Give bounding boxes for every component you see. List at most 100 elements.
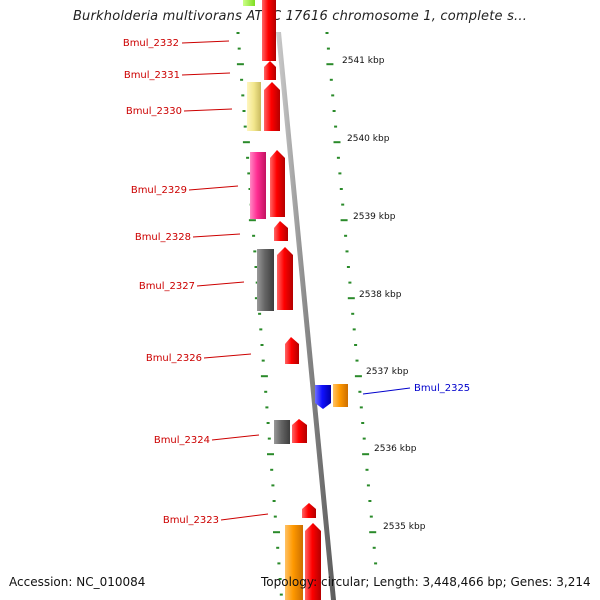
gene-feature-red xyxy=(277,247,293,310)
scale-label: 2535 kbp xyxy=(383,522,426,532)
scale-tick xyxy=(340,219,348,222)
scale-tick xyxy=(259,328,263,331)
scale-label: 2539 kbp xyxy=(353,212,396,222)
scale-tick xyxy=(258,312,262,315)
scale-tick xyxy=(346,266,350,268)
leader-line xyxy=(211,434,260,441)
leader-line xyxy=(181,40,230,44)
scale-tick xyxy=(252,234,256,237)
scale-tick xyxy=(261,359,265,362)
scale-tick xyxy=(368,500,372,502)
scale-tick xyxy=(278,578,282,580)
leader-line xyxy=(192,233,241,238)
scale-tick xyxy=(273,515,277,518)
scale-label: 2537 kbp xyxy=(366,367,409,377)
gene-label: Bmul_2327 xyxy=(139,281,195,292)
gene-feature-red xyxy=(302,503,316,518)
gene-feature-red xyxy=(264,82,280,131)
gene-label: Bmul_2329 xyxy=(131,185,187,196)
scale-tick xyxy=(276,546,280,549)
scale-tick xyxy=(277,562,281,565)
scale-tick xyxy=(325,32,329,34)
scale-tick xyxy=(253,250,257,253)
scale-tick xyxy=(264,390,268,393)
gene-feature-red xyxy=(262,0,276,61)
gene-feature-red xyxy=(305,523,321,600)
gene-label: Bmul_2323 xyxy=(163,515,219,526)
scale-tick xyxy=(345,250,349,253)
scale-tick xyxy=(266,422,270,424)
gene-label: Bmul_2326 xyxy=(146,353,202,364)
gene-feature-orange xyxy=(333,384,348,407)
scale-tick xyxy=(359,406,363,409)
label-leader-lines xyxy=(181,40,411,521)
gene-feature-blue xyxy=(315,385,331,409)
scale-tick xyxy=(326,63,334,66)
scale-tick xyxy=(365,468,369,471)
scale-tick xyxy=(272,500,276,502)
gene-feature-magenta xyxy=(250,152,266,219)
gene-label: Bmul_2325 xyxy=(414,383,470,394)
scale-tick xyxy=(241,94,245,97)
scale-tick xyxy=(334,125,338,128)
gene-feature-pale-yellow xyxy=(247,82,261,131)
scale-tick xyxy=(362,437,366,440)
gene-feature-red xyxy=(285,337,299,364)
scale-label: 2540 kbp xyxy=(347,134,390,144)
leader-line xyxy=(188,185,239,191)
scale-tick xyxy=(348,281,352,284)
scale-tick xyxy=(341,203,345,206)
gene-feature-red xyxy=(292,419,307,443)
scale-label: 2538 kbp xyxy=(359,290,402,300)
scale-tick xyxy=(242,110,246,112)
scale-tick xyxy=(247,172,251,175)
leader-line xyxy=(220,513,269,521)
gene-features xyxy=(243,0,348,600)
scale-tick xyxy=(329,78,333,81)
scale-tick xyxy=(270,468,274,471)
scale-tick xyxy=(260,344,264,346)
gene-feature-orange xyxy=(285,525,303,600)
gene-feature-gray xyxy=(274,420,290,444)
gene-feature-red xyxy=(264,61,276,80)
scale-tick xyxy=(369,531,377,534)
leader-line xyxy=(196,281,245,287)
scale-tick xyxy=(355,359,359,362)
gene-label: Bmul_2330 xyxy=(126,106,182,117)
scale-tick xyxy=(351,312,355,315)
scale-tick xyxy=(361,422,365,424)
scale-tick xyxy=(236,32,240,34)
map-title: Burkholderia multivorans ATCC 17616 chro… xyxy=(72,9,528,24)
scale-tick xyxy=(265,406,269,409)
leader-line xyxy=(362,387,411,395)
gene-label: Bmul_2331 xyxy=(124,70,180,81)
scale-tick xyxy=(279,593,283,596)
scale-tick xyxy=(369,515,373,518)
scale-tick xyxy=(352,328,356,331)
scale-tick xyxy=(243,125,247,128)
scale-tick xyxy=(332,110,336,112)
gene-label: Bmul_2332 xyxy=(123,38,179,49)
scale-tick xyxy=(267,437,271,440)
accession-text: Accession: NC_010084 xyxy=(9,575,146,589)
scale-tick xyxy=(333,141,341,144)
scale-tick xyxy=(362,453,370,456)
scale-tick xyxy=(254,266,258,268)
gene-feature-red xyxy=(270,150,285,217)
gene-feature-gray xyxy=(257,249,274,311)
scale-tick xyxy=(260,375,268,378)
scale-tick xyxy=(248,219,256,222)
scale-tick xyxy=(347,297,355,300)
leader-line xyxy=(183,108,233,112)
scale-tick xyxy=(273,531,280,534)
scale-tick xyxy=(366,484,370,487)
scale-tick xyxy=(338,172,342,175)
scale-tick xyxy=(236,63,244,66)
scale-label: 2541 kbp xyxy=(342,56,385,66)
leader-line xyxy=(203,353,252,359)
scale-tick xyxy=(344,234,348,237)
scale-ticks xyxy=(236,32,378,596)
scale-tick xyxy=(358,390,362,393)
